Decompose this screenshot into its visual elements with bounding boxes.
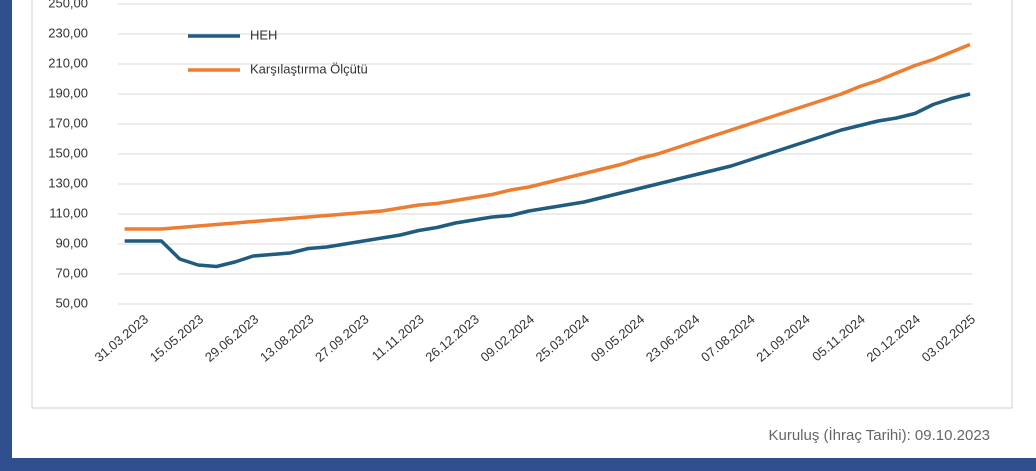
frame-bottom: [0, 458, 1036, 471]
plot-panel: [31, 0, 1013, 409]
y-tick-label: 250,00: [48, 0, 88, 10]
y-tick-label: 230,00: [48, 25, 88, 40]
y-tick-label: 50,00: [55, 295, 88, 310]
legend-label: Karşılaştırma Ölçütü: [250, 61, 368, 76]
y-tick-label: 90,00: [55, 235, 88, 250]
series-line: [124, 92, 971, 269]
legend-label: HEH: [250, 27, 277, 42]
series-line: [124, 42, 971, 231]
y-tick-label: 210,00: [48, 55, 88, 70]
y-tick-label: 190,00: [48, 85, 88, 100]
frame-left: [0, 0, 12, 471]
y-tick-label: 130,00: [48, 175, 88, 190]
y-tick-label: 170,00: [48, 115, 88, 130]
footer-note: Kuruluş (İhraç Tarihi): 09.10.2023: [768, 426, 990, 444]
y-tick-label: 70,00: [55, 265, 88, 280]
y-tick-label: 110,00: [49, 205, 88, 220]
y-tick-label: 150,00: [48, 145, 88, 160]
